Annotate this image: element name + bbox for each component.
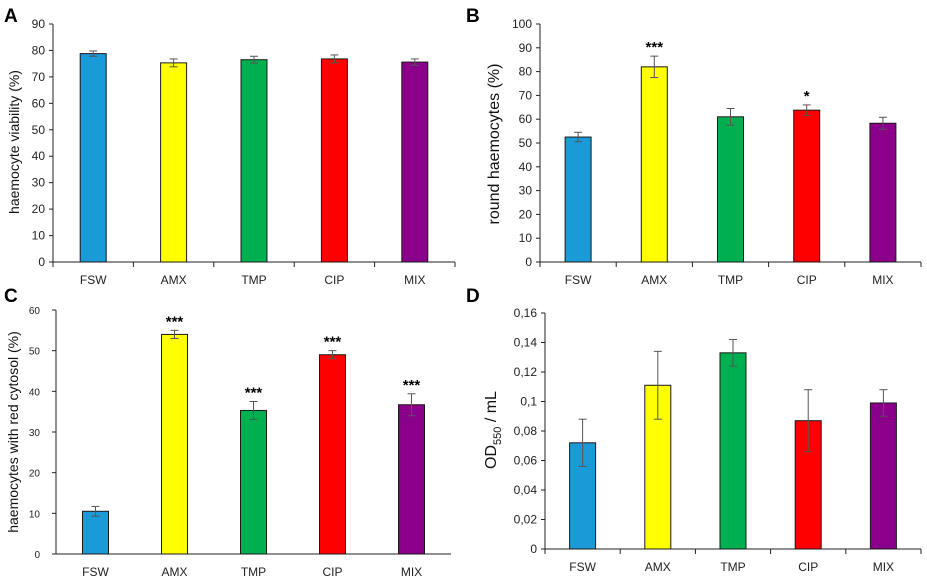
bar-tmp [719, 352, 747, 550]
bar-mix [401, 61, 429, 263]
significance-marker: *** [166, 313, 184, 330]
x-category-label: AMX [645, 560, 671, 574]
panel-a-chart: A haemocyte viability (%) 0 10 20 30 40 50 60 7… [4, 6, 456, 287]
x-category-label: AMX [161, 273, 187, 287]
bar-amx [161, 333, 188, 555]
x-category-label: MIX [873, 560, 894, 574]
y-tick-label: 20 [519, 207, 533, 221]
x-category-label: MIX [872, 273, 893, 287]
y-tick-label: 30 [29, 428, 41, 439]
y-tick-label: 30 [519, 184, 533, 198]
y-tick-label: 10 [519, 231, 533, 245]
x-category-label: CIP [798, 560, 818, 574]
y-tick-label: 0,04 [514, 483, 538, 497]
x-category-label: CIP [797, 273, 817, 287]
y-tick-label: 80 [519, 65, 533, 79]
y-tick-label: 10 [32, 229, 46, 243]
significance-marker: *** [324, 334, 342, 351]
y-tick-label: 80 [32, 43, 46, 57]
x-category-label: FSW [569, 560, 596, 574]
significance-marker: *** [403, 377, 421, 394]
panel-letter-c: C [4, 286, 18, 307]
panel-b-chart: B round haemocytes (%) 0 10 20 30 40 50 60 70 80… [466, 6, 922, 287]
x-category-label: CIP [322, 565, 342, 577]
bar-mix [398, 404, 425, 555]
y-tick-label: 50 [32, 123, 46, 137]
y-tick-label: 0 [38, 255, 45, 269]
bar-cip [320, 58, 348, 263]
y-tick-label: 0,12 [514, 365, 538, 379]
bar-fsw [79, 53, 107, 263]
panel-c-chart: C haemocytes with red cytosol (%) 0 10 20 3… [4, 286, 451, 577]
y-tick-label: 0,14 [514, 336, 538, 350]
bar-tmp [240, 409, 267, 555]
x-category-label: MIX [404, 273, 425, 287]
bar-fsw [564, 136, 592, 263]
y-tick-label: 40 [519, 160, 533, 174]
y-axis-label-main: OD [483, 445, 500, 469]
y-tick-label: 60 [32, 96, 46, 110]
bar-amx [640, 66, 668, 263]
y-tick-label: 50 [29, 347, 41, 358]
y-axis-label: round haemocytes (%) [486, 64, 503, 225]
y-tick-label: 0,1 [520, 395, 537, 409]
x-category-label: FSW [565, 273, 592, 287]
y-tick-label: 20 [29, 469, 41, 480]
y-tick-label: 10 [29, 509, 41, 520]
x-category-label: AMX [641, 273, 667, 287]
y-tick-label: 0,06 [514, 454, 538, 468]
x-category-label: AMX [161, 565, 187, 577]
panel-letter-a: A [4, 6, 18, 27]
x-category-label: TMP [241, 565, 266, 577]
bar-amx [160, 62, 188, 263]
x-category-label: TMP [720, 560, 745, 574]
y-tick-label: 50 [519, 136, 533, 150]
y-tick-label: 0 [34, 550, 40, 561]
y-tick-label: 60 [519, 112, 533, 126]
x-category-label: FSW [80, 273, 107, 287]
significance-marker: *** [646, 39, 664, 56]
x-category-label: TMP [718, 273, 743, 287]
panel-d-chart: D OD550 / mL 0 0,02 0,04 0,06 0,08 0,1 0,12 0,1… [466, 286, 922, 574]
bar-cip [793, 109, 821, 263]
y-axis-label-unit: / mL [483, 391, 500, 427]
y-tick-label: 0,08 [514, 424, 538, 438]
significance-marker: *** [245, 385, 263, 402]
y-tick-label: 20 [32, 202, 46, 216]
y-tick-label: 90 [32, 17, 46, 31]
bar-mix [869, 402, 897, 550]
y-axis-label: haemocyte viability (%) [6, 70, 22, 214]
y-tick-label: 0,16 [514, 306, 538, 320]
y-tick-label: 40 [32, 149, 46, 163]
x-category-label: TMP [241, 273, 266, 287]
y-tick-label: 0 [525, 255, 532, 269]
panel-letter-d: D [466, 286, 480, 307]
y-axis-label-subscript: 550 [492, 427, 504, 445]
y-tick-label: 60 [29, 306, 41, 317]
y-tick-label: 0,02 [514, 513, 538, 527]
x-category-label: MIX [401, 565, 422, 577]
y-tick-label: 40 [29, 387, 41, 398]
significance-marker: * [804, 88, 810, 105]
bar-fsw [82, 510, 109, 555]
y-tick-label: 70 [519, 88, 533, 102]
y-axis-label: OD550 / mL [483, 391, 504, 469]
y-tick-label: 90 [519, 41, 533, 55]
panel-letter-b: B [466, 6, 480, 27]
bar-tmp [240, 59, 268, 263]
x-category-label: FSW [82, 565, 109, 577]
bar-mix [869, 122, 897, 263]
y-axis-label: haemocytes with red cytosol (%) [5, 331, 21, 533]
x-category-label: CIP [324, 273, 344, 287]
y-tick-label: 70 [32, 70, 46, 84]
bar-cip [319, 354, 346, 555]
y-tick-label: 100 [512, 17, 532, 31]
bar-tmp [717, 116, 744, 263]
y-tick-label: 0 [530, 542, 537, 556]
y-tick-label: 30 [32, 176, 46, 190]
